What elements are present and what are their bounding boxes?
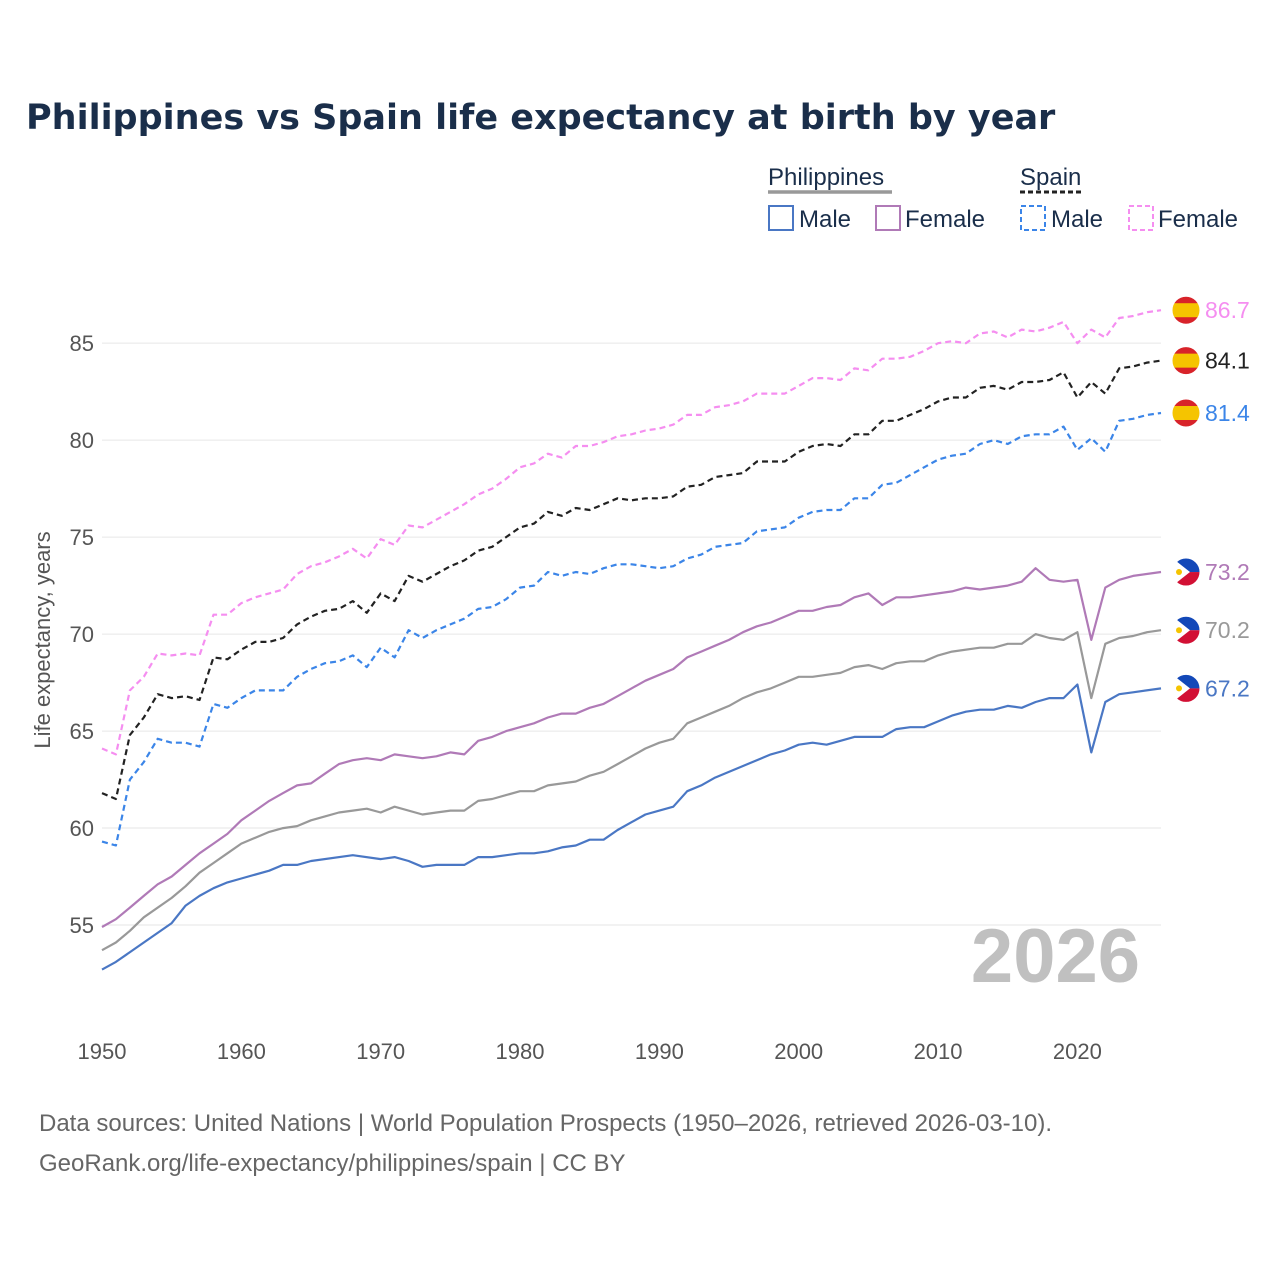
end-label-philippines: 70.2 xyxy=(1205,617,1250,643)
spain-flag-icon xyxy=(1171,295,1201,325)
series-end-labels: 67.2 73.2 70.2 81.4 86.7 84.1 xyxy=(1171,295,1250,703)
x-tick-label: 1990 xyxy=(635,1039,684,1064)
philippines-flag-icon xyxy=(1171,673,1201,703)
legend-philippines-male-label: Male xyxy=(799,206,851,233)
series-line-philippines-female xyxy=(101,567,1162,928)
end-label-philippines-female: 73.2 xyxy=(1205,559,1250,585)
philippines-flag-icon xyxy=(1171,615,1201,645)
y-tick-label: 85 xyxy=(70,331,94,356)
series-line-spain-male xyxy=(101,411,1162,847)
year-watermark: 2026 xyxy=(971,914,1140,999)
philippines-flag-icon xyxy=(1171,557,1201,587)
spain-flag-icon xyxy=(1171,346,1201,376)
x-tick-label: 2010 xyxy=(914,1039,963,1064)
y-tick-label: 70 xyxy=(70,622,94,647)
series-line-spain-female xyxy=(101,309,1162,756)
x-tick-label: 2020 xyxy=(1053,1039,1102,1064)
series-line-philippines xyxy=(101,629,1162,952)
y-tick-label: 60 xyxy=(70,816,94,841)
chart-title: Philippines vs Spain life expectancy at … xyxy=(26,98,1056,138)
series-line-philippines-male xyxy=(101,683,1162,971)
legend: Philippines Spain Male Female Male Femal… xyxy=(768,164,1238,233)
legend-group-philippines: Philippines xyxy=(768,164,884,191)
x-tick-label: 1980 xyxy=(496,1039,545,1064)
series-lines xyxy=(101,309,1162,971)
source-line-1: Data sources: United Nations | World Pop… xyxy=(39,1110,1052,1137)
legend-spain-male-label: Male xyxy=(1051,206,1103,233)
y-axis-label: Life expectancy, years xyxy=(30,531,55,748)
y-tick-label: 65 xyxy=(70,719,94,744)
legend-spain-male-swatch xyxy=(1020,205,1046,231)
series-line-spain xyxy=(101,359,1162,801)
x-tick-label: 2000 xyxy=(774,1039,823,1064)
x-tick-label: 1970 xyxy=(356,1039,405,1064)
legend-philippines-male-swatch xyxy=(768,205,794,231)
legend-group-spain: Spain xyxy=(1020,164,1081,191)
end-label-spain-male: 81.4 xyxy=(1205,400,1250,426)
legend-spain-female-label: Female xyxy=(1158,206,1238,233)
legend-spain-female-swatch xyxy=(1128,205,1154,231)
y-tick-label: 75 xyxy=(70,525,94,550)
spain-flag-icon xyxy=(1171,398,1201,428)
x-tick-label: 1960 xyxy=(217,1039,266,1064)
legend-philippines-female-swatch xyxy=(875,205,901,231)
y-axis-ticks: 55 60 65 70 75 80 85 xyxy=(70,331,94,938)
end-label-spain: 84.1 xyxy=(1205,348,1250,374)
y-tick-label: 55 xyxy=(70,913,94,938)
end-label-spain-female: 86.7 xyxy=(1205,297,1250,323)
gridlines xyxy=(102,342,1161,926)
end-label-philippines-male: 67.2 xyxy=(1205,675,1250,701)
legend-philippines-female-label: Female xyxy=(905,206,985,233)
y-tick-label: 80 xyxy=(70,428,94,453)
source-line-2: GeoRank.org/life-expectancy/philippines/… xyxy=(39,1150,626,1177)
x-axis-ticks: 1950 1960 1970 1980 1990 2000 2010 2020 xyxy=(78,1039,1102,1064)
x-tick-label: 1950 xyxy=(78,1039,127,1064)
